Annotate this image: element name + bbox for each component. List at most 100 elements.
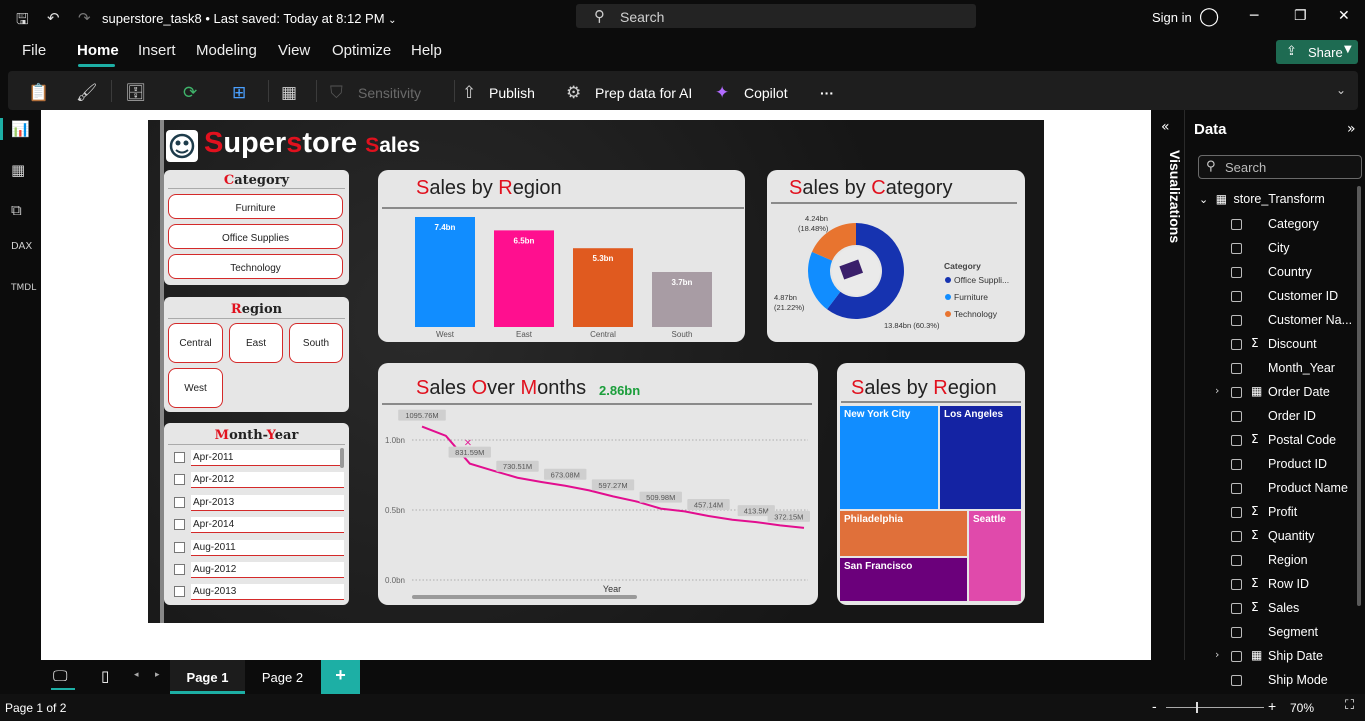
field-item[interactable]: Month_Year (1231, 360, 1361, 380)
prev-page-icon[interactable]: ◂ (134, 670, 139, 680)
field-checkbox[interactable] (1231, 435, 1242, 446)
checkbox[interactable] (174, 452, 185, 463)
minimize-icon[interactable]: ─ (1250, 8, 1259, 24)
menu-optimize[interactable]: Optimize (332, 42, 392, 59)
field-item[interactable]: Customer Na... (1231, 312, 1361, 332)
collapse-ribbon-icon[interactable]: ⌄ (1336, 83, 1347, 97)
data-pane-scrollbar[interactable] (1357, 186, 1361, 606)
visualizations-pane-collapsed[interactable]: « Visualizations (1151, 110, 1185, 660)
zoom-in-button[interactable]: + (1268, 698, 1277, 714)
field-item[interactable]: Σ Quantity (1231, 528, 1361, 548)
field-checkbox[interactable] (1231, 651, 1242, 662)
table-node[interactable]: ⌄ ▦ store_Transform (1199, 192, 1325, 206)
refresh-icon[interactable]: ⟳ (183, 83, 198, 103)
zoom-level[interactable]: 70% (1290, 701, 1315, 715)
calculator-icon[interactable]: ▦ (281, 83, 298, 103)
menu-home[interactable]: Home (77, 42, 119, 59)
month-option[interactable]: Aug-2013 (174, 584, 344, 601)
field-checkbox[interactable] (1231, 483, 1242, 494)
save-icon[interactable]: 🖫 (16, 10, 29, 28)
checkbox[interactable] (174, 541, 185, 553)
category-option-technology[interactable]: Technology (168, 254, 343, 279)
tmdl-view-icon[interactable]: TMDL (11, 283, 37, 293)
tab-page-1[interactable]: Page 1 (170, 660, 245, 694)
field-checkbox[interactable] (1231, 363, 1242, 374)
new-visual-icon[interactable]: ⊞ (232, 83, 247, 103)
region-option-east[interactable]: East (229, 323, 283, 363)
menu-view[interactable]: View (278, 42, 311, 59)
field-checkbox[interactable] (1231, 579, 1242, 590)
publish-icon[interactable]: ⇧ (462, 83, 477, 103)
field-checkbox[interactable] (1231, 675, 1242, 686)
field-item[interactable]: Σ Sales (1231, 600, 1361, 620)
user-avatar-icon[interactable]: ◯ (1199, 6, 1220, 27)
chevron-right-icon[interactable]: › (1215, 648, 1220, 661)
model-view-icon[interactable]: ⧉ (11, 201, 22, 219)
checkbox[interactable] (174, 564, 185, 575)
close-icon[interactable]: ✕ (1338, 8, 1350, 24)
format-painter-icon[interactable]: 🖌 (76, 83, 98, 103)
zoom-slider-thumb[interactable] (1196, 702, 1198, 713)
field-item[interactable]: Order ID (1231, 408, 1361, 428)
field-item[interactable]: Product ID (1231, 456, 1361, 476)
zoom-slider[interactable] (1166, 707, 1264, 708)
redo-icon[interactable]: ↷ (78, 9, 91, 27)
table-view-icon[interactable]: ▦ (11, 161, 26, 179)
field-checkbox[interactable] (1231, 411, 1242, 422)
category-option-office-supplies[interactable]: Office Supplies (168, 224, 343, 249)
field-checkbox[interactable] (1231, 219, 1242, 230)
tab-page-2[interactable]: Page 2 (261, 670, 304, 685)
copilot-icon[interactable]: ✦ (715, 83, 730, 103)
more-options-button[interactable]: ··· (820, 85, 834, 101)
treemap-philadelphia[interactable]: Philadelphia (840, 511, 967, 556)
field-item[interactable]: Segment (1231, 624, 1361, 644)
visualizations-label[interactable]: Visualizations (1167, 150, 1183, 244)
field-item[interactable]: Σ Profit (1231, 504, 1361, 524)
report-view-icon[interactable]: 📊 (11, 120, 30, 138)
field-item[interactable]: Σ Discount (1231, 336, 1361, 356)
field-item[interactable]: › ▦ Ship Date (1215, 648, 1361, 668)
field-item[interactable]: City (1231, 240, 1361, 260)
collapse-data-pane-icon[interactable]: » (1347, 121, 1356, 137)
checkbox[interactable] (174, 519, 185, 531)
field-checkbox[interactable] (1231, 603, 1242, 614)
checkbox[interactable] (174, 474, 185, 486)
month-option[interactable]: Aug-2011 (174, 539, 344, 556)
field-item[interactable]: Σ Row ID (1231, 576, 1361, 596)
maximize-icon[interactable]: ❐ (1294, 8, 1307, 24)
field-checkbox[interactable] (1231, 531, 1242, 542)
get-data-icon[interactable]: 🗄 (125, 83, 147, 103)
checkbox[interactable] (174, 586, 185, 598)
prep-data-icon[interactable]: ⚙ (566, 83, 582, 103)
paste-icon[interactable]: 📋 (28, 83, 50, 103)
field-item[interactable]: Region (1231, 552, 1361, 572)
region-option-south[interactable]: South (289, 323, 343, 363)
field-checkbox[interactable] (1231, 291, 1242, 302)
region-option-central[interactable]: Central (168, 323, 223, 363)
menu-insert[interactable]: Insert (138, 42, 176, 59)
month-option[interactable]: Aug-2012 (174, 562, 344, 578)
field-checkbox[interactable] (1231, 555, 1242, 566)
month-option[interactable]: Apr-2011 (174, 450, 344, 466)
slicer-scrollbar[interactable] (340, 448, 344, 468)
category-option-furniture[interactable]: Furniture (168, 194, 343, 219)
field-checkbox[interactable] (1231, 459, 1242, 470)
copilot-button[interactable]: Copilot (744, 85, 788, 101)
search-input[interactable]: ⚲ Search (576, 4, 976, 28)
treemap-los-angeles[interactable]: Los Angeles (940, 406, 1021, 509)
field-item[interactable]: › ▦ Order Date (1215, 384, 1361, 404)
field-item[interactable]: Product Name (1231, 480, 1361, 500)
field-checkbox[interactable] (1231, 387, 1242, 398)
dax-query-icon[interactable]: DAX (11, 241, 33, 252)
data-search-input[interactable]: ⚲ Search (1198, 155, 1362, 179)
field-item[interactable]: Σ Postal Code (1231, 432, 1361, 452)
month-option[interactable]: Apr-2013 (174, 494, 344, 511)
field-checkbox[interactable] (1231, 267, 1242, 278)
fit-to-page-icon[interactable]: ⛶ (1345, 698, 1355, 713)
desktop-layout-icon[interactable]: 🖵 (53, 667, 68, 685)
expand-visualizations-icon[interactable]: « (1161, 119, 1170, 135)
month-option[interactable]: Apr-2014 (174, 517, 344, 534)
field-checkbox[interactable] (1231, 627, 1242, 638)
month-option[interactable]: Apr-2012 (174, 472, 344, 489)
next-page-icon[interactable]: ▸ (155, 670, 160, 680)
